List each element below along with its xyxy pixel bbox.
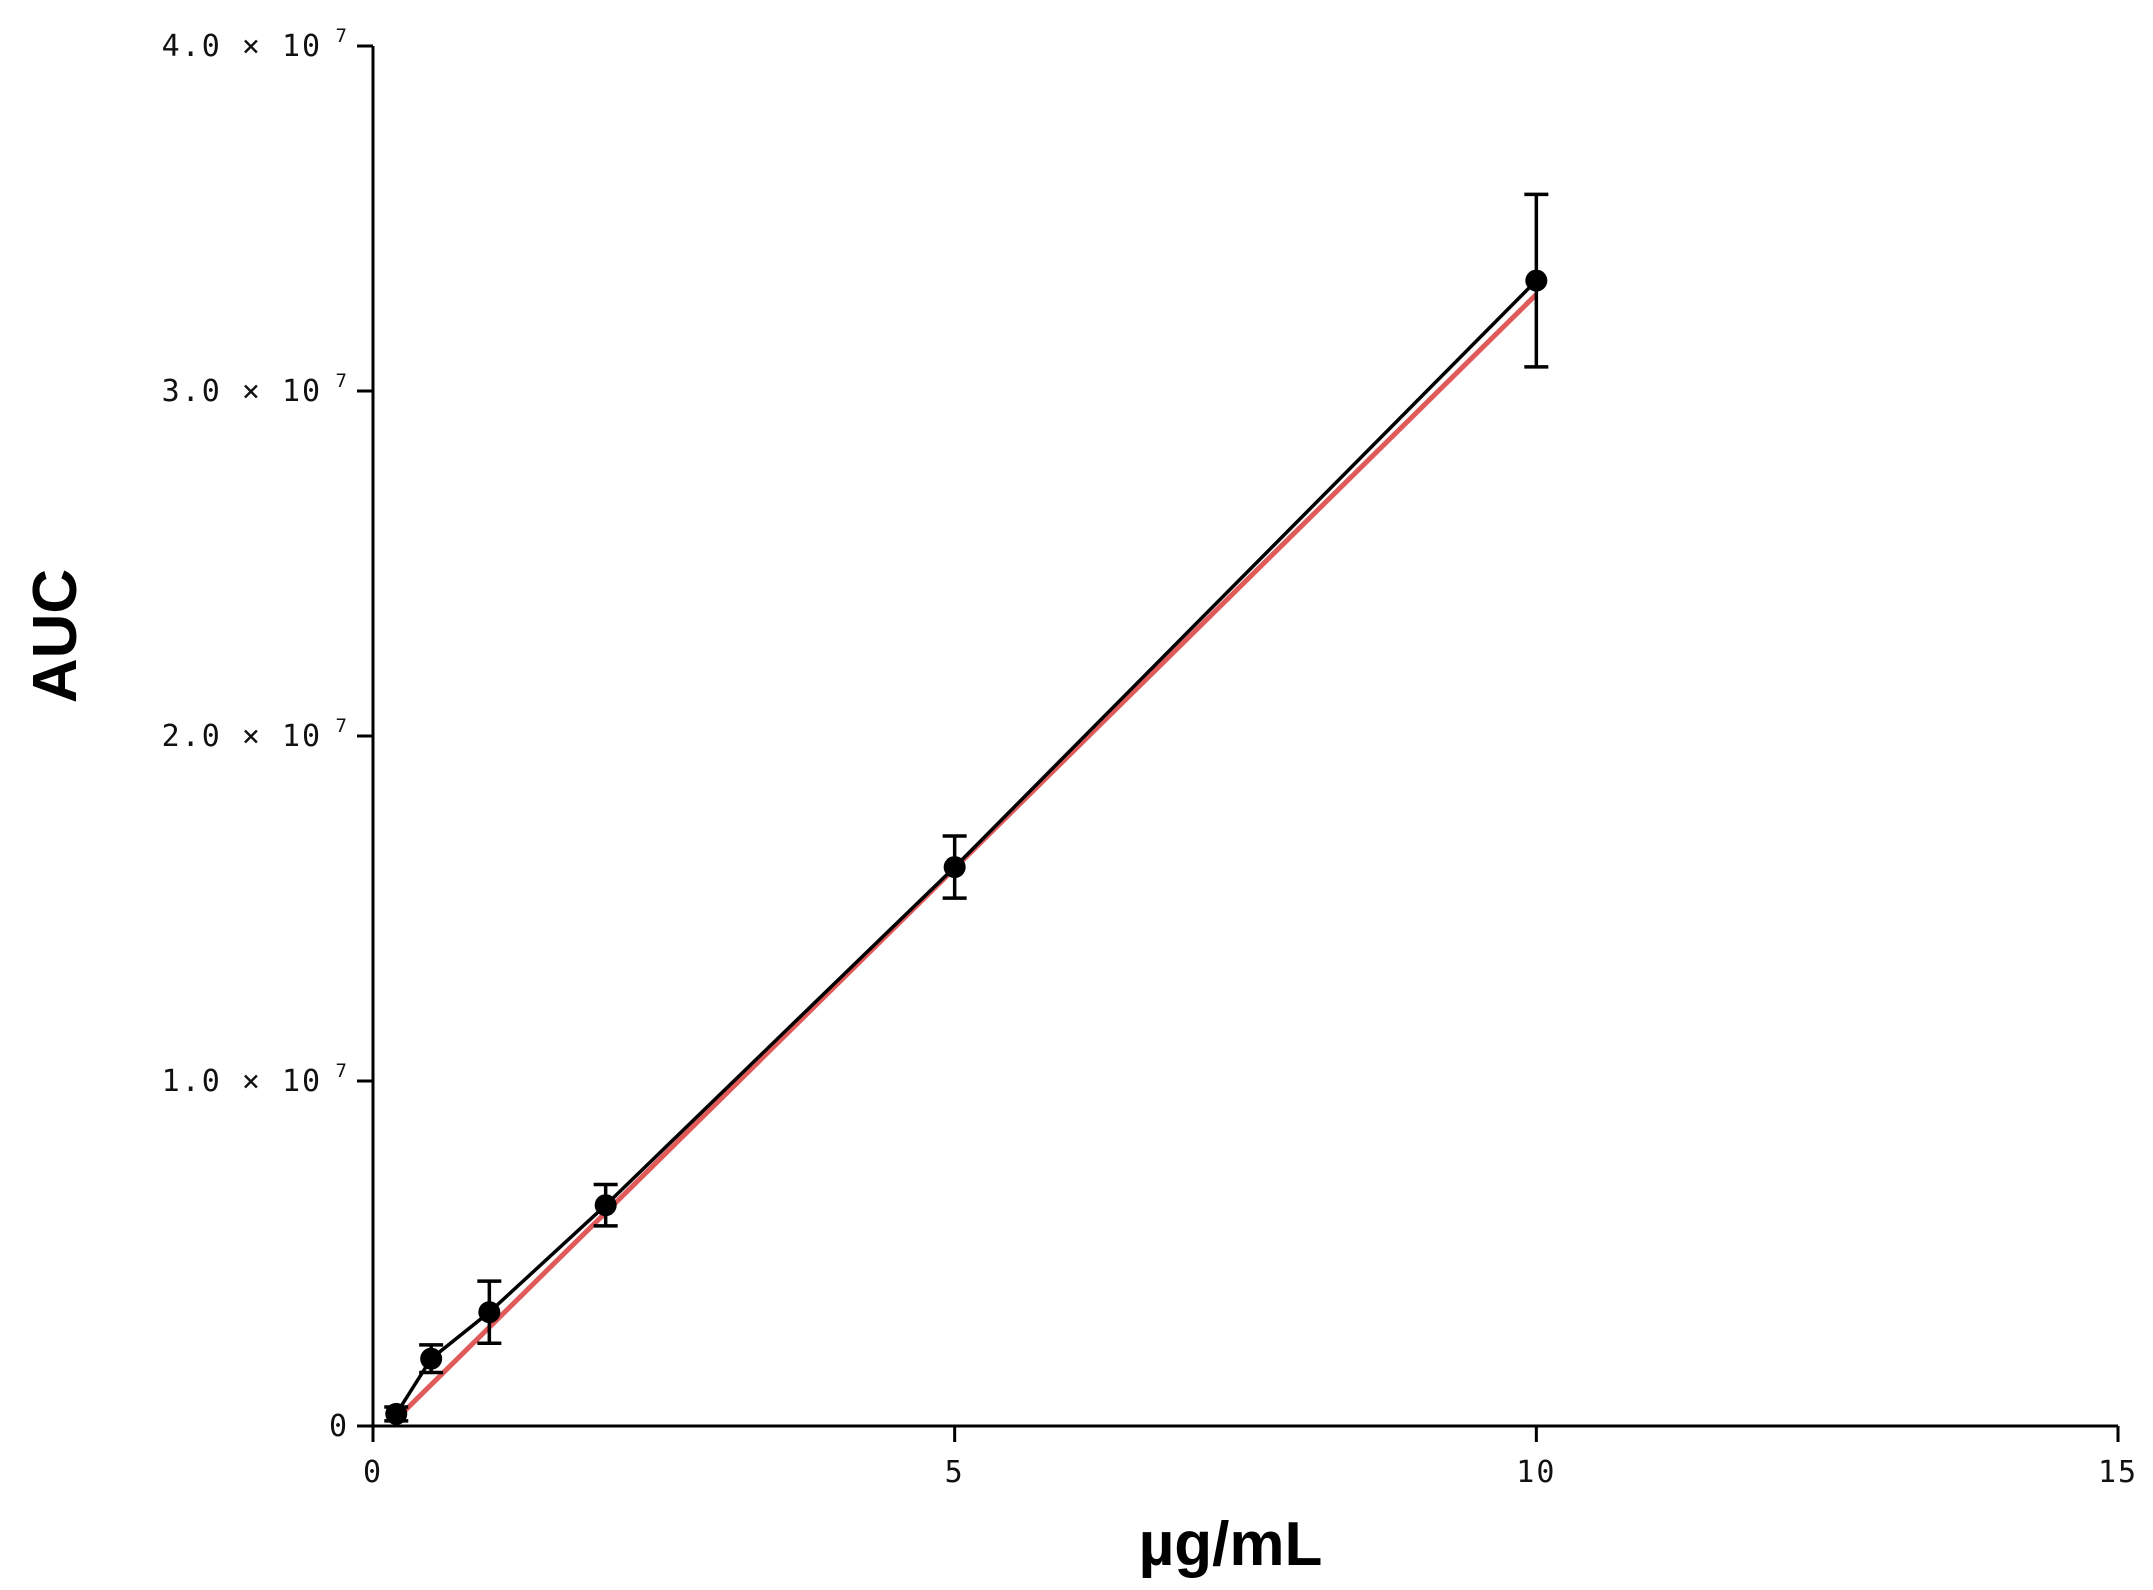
data-point: [478, 1301, 501, 1324]
y-tick-label: 4.0 × 10 7: [162, 25, 349, 64]
data-point: [420, 1347, 443, 1370]
x-axis-title: µg/mL: [1139, 1510, 1323, 1579]
axes: [371, 46, 2118, 1428]
y-tick-label: 3.0 × 10 7: [162, 370, 349, 409]
x-tick-label: 10: [1516, 1455, 1556, 1490]
x-tick-label: 5: [945, 1455, 965, 1490]
data-point: [943, 856, 966, 879]
y-tick-label: 0: [329, 1409, 349, 1444]
series-line: [394, 279, 1538, 1415]
y-tick-label: 1.0 × 10 7: [162, 1060, 349, 1099]
x-tick-label: 0: [363, 1455, 383, 1490]
data-point: [1525, 269, 1548, 292]
ticks: 0 5 10 15 0 1.0 × 10 7 2.0 × 10 7 3.0 × 10 7 4.0…: [162, 25, 2138, 1490]
y-axis-title: AUC: [21, 569, 90, 703]
x-tick-label: 15: [2098, 1455, 2138, 1490]
y-tick-label: 2.0 × 10 7: [162, 715, 349, 754]
data-point: [385, 1402, 408, 1425]
series-group: [384, 192, 1549, 1425]
data-point: [594, 1194, 617, 1217]
